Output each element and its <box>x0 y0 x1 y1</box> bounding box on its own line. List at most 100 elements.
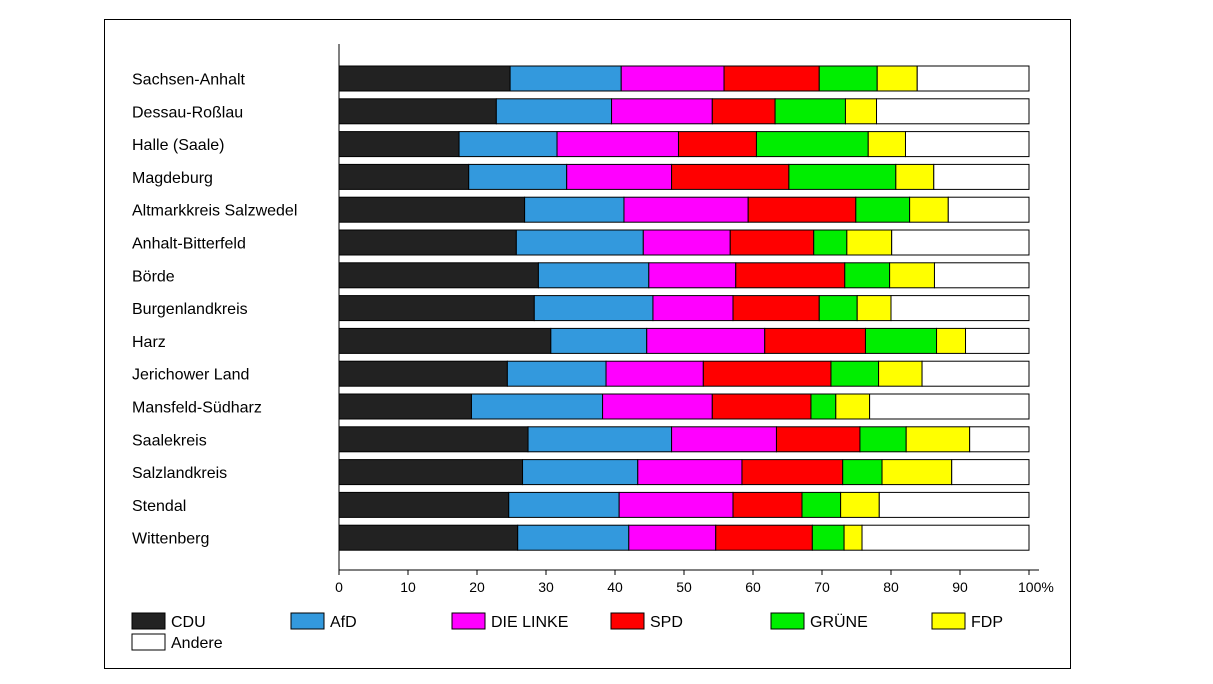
bar-segment <box>856 295 892 322</box>
bar-segment <box>859 426 907 453</box>
bar-segment <box>711 393 812 420</box>
bar-segment <box>844 262 891 289</box>
bar-segment <box>864 327 938 354</box>
bar-segment <box>509 65 622 92</box>
bar-segment <box>840 491 880 518</box>
bar-segment <box>813 229 848 256</box>
legend-swatch <box>610 612 645 630</box>
bar-segment <box>916 65 1030 92</box>
bar-segment <box>844 98 878 125</box>
category-label: Wittenberg <box>132 531 209 548</box>
bar-segment <box>876 65 918 92</box>
stacked-bar-chart: Sachsen-Anhalt Dessau-Roßlau Halle (Saale)… <box>131 44 1054 652</box>
legend-swatch <box>451 612 486 630</box>
category-label: Halle (Saale) <box>132 137 224 154</box>
bar-segment <box>620 65 725 92</box>
bar-segment <box>947 196 1030 223</box>
bar-segment <box>891 229 1030 256</box>
bar-segment <box>338 65 511 92</box>
bar-segment <box>876 98 1030 125</box>
bar-segment <box>835 393 871 420</box>
bar-segment <box>933 262 1030 289</box>
x-tick-label: 30 <box>538 579 554 595</box>
bar-segment <box>338 98 497 125</box>
legend-label: FDP <box>971 614 1003 631</box>
bar-segment <box>470 393 604 420</box>
legend: CDU AfD DIE LINKE SPD GRÜNE FDP Andere <box>131 612 1003 652</box>
bar-segment <box>775 426 861 453</box>
bar-segment <box>338 196 526 223</box>
legend-swatch <box>131 612 166 630</box>
category-label: Anhalt-Bitterfeld <box>132 236 246 253</box>
bar-segment <box>468 163 568 190</box>
bar-segment <box>338 393 472 420</box>
bar-segment <box>830 360 880 387</box>
bar-segment <box>842 459 883 486</box>
bar-segment <box>611 98 713 125</box>
bar-segment <box>338 459 524 486</box>
bar-segment <box>671 426 777 453</box>
bar-segment <box>846 229 893 256</box>
legend-label: CDU <box>171 614 206 631</box>
bar-segment <box>921 360 1030 387</box>
bar-segment <box>618 491 734 518</box>
bar-segment <box>338 491 510 518</box>
bar-segment <box>517 524 630 551</box>
bar-segment <box>556 131 679 158</box>
bar-segment <box>732 491 803 518</box>
bar-segment <box>788 163 897 190</box>
x-tick-label: 100% <box>1018 579 1054 595</box>
x-tick-label: 90 <box>952 579 968 595</box>
bar-segment <box>495 98 613 125</box>
bar-segment <box>458 131 558 158</box>
bar-segment <box>878 360 923 387</box>
bar-segment <box>671 163 790 190</box>
bar-segment <box>741 459 844 486</box>
bar-segment <box>904 131 1030 158</box>
x-tick-label: 10 <box>400 579 416 595</box>
bar-segment <box>646 327 766 354</box>
bar-segment <box>755 131 869 158</box>
legend-swatch <box>931 612 966 630</box>
category-label: Dessau-Roßlau <box>132 104 243 121</box>
x-tick-label: 40 <box>607 579 623 595</box>
bar-segment <box>677 131 757 158</box>
bar-segment <box>338 131 460 158</box>
bar-segment <box>715 524 813 551</box>
bar-segment <box>338 229 517 256</box>
legend-label: DIE LINKE <box>491 614 568 631</box>
bar-segment <box>515 229 644 256</box>
bar-segment <box>936 327 967 354</box>
category-label: Stendal <box>132 498 186 515</box>
bar-segment <box>642 229 731 256</box>
x-tick-label: 0 <box>335 579 343 595</box>
bar-segment <box>889 262 935 289</box>
bar-segment <box>890 295 1030 322</box>
category-label: Börde <box>132 268 175 285</box>
bar-segment <box>764 327 866 354</box>
legend-label: GRÜNE <box>810 613 868 631</box>
bar-segment <box>338 163 470 190</box>
bar-segment <box>537 262 650 289</box>
bar-segment <box>933 163 1030 190</box>
bar-segment <box>895 163 935 190</box>
bar-segment <box>338 524 519 551</box>
bar-segment <box>867 131 906 158</box>
bar-segment <box>747 196 857 223</box>
legend-label: AfD <box>330 614 357 631</box>
bar-segment <box>702 360 832 387</box>
bar-segment <box>878 491 1030 518</box>
bar-segment <box>801 491 842 518</box>
legend-swatch <box>770 612 805 630</box>
bar-segment <box>338 426 529 453</box>
bar-segment <box>637 459 743 486</box>
bar-segment <box>965 327 1030 354</box>
x-tick-label: 60 <box>745 579 761 595</box>
category-label: Mansfeld-Südharz <box>132 400 262 417</box>
bar-segment <box>723 65 820 92</box>
bar-segment <box>774 98 846 125</box>
legend-label: SPD <box>650 614 683 631</box>
legend-label: Andere <box>171 635 223 652</box>
chart-frame: Sachsen-Anhalt Dessau-Roßlau Halle (Saale)… <box>104 19 1071 669</box>
bar-segment <box>951 459 1030 486</box>
